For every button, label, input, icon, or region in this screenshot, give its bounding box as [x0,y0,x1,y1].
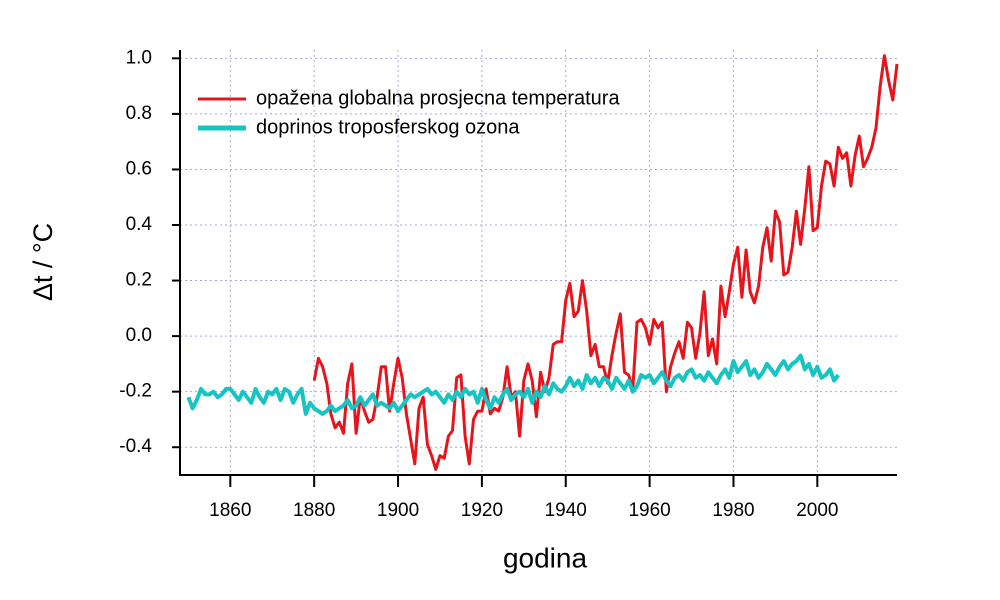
x-tick-label: 1960 [628,500,670,521]
x-tick-label: 1920 [461,500,503,521]
y-axis-label: Δt / °C [28,223,58,301]
y-tick-label: 0.2 [126,270,152,291]
legend-label: opažena globalna prosjecna temperatura [256,87,620,109]
y-tick-label: -0.2 [119,381,152,402]
y-tick-label: 0.0 [126,325,152,346]
y-tick-label: -0.4 [119,436,152,457]
y-tick-label: 1.0 [126,47,152,68]
x-tick-label: 1980 [712,500,754,521]
x-tick-label: 1860 [209,500,251,521]
series-line [312,54,899,471]
y-tick-label: 0.6 [126,158,152,179]
y-tick-label: 0.8 [126,103,152,124]
x-tick-label: 2000 [796,500,838,521]
x-tick-label: 1940 [545,500,587,521]
x-tick-label: 1900 [377,500,419,521]
y-tick-label: 0.4 [126,214,153,235]
x-tick-label: 1880 [293,500,335,521]
legend-label: doprinos troposferskog ozona [256,116,520,138]
series-line [186,353,840,416]
x-axis-label: godina [503,542,588,573]
